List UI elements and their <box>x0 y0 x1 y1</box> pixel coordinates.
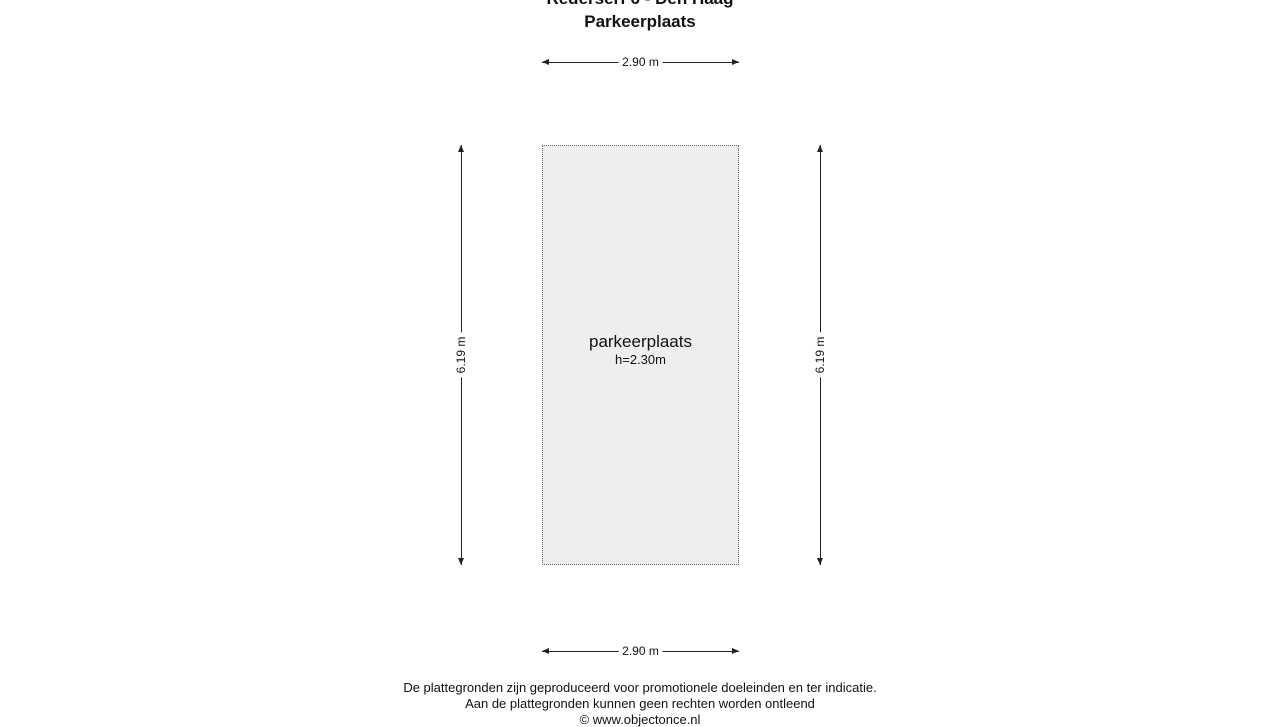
arrow-down-icon <box>458 558 464 565</box>
arrow-right-icon <box>732 59 739 65</box>
dimension-label: 2.90 m <box>618 644 663 658</box>
disclaimer-line-2: Aan de plattegronden kunnen geen rechten… <box>465 696 815 711</box>
room-height: h=2.30m <box>615 352 666 367</box>
plan-address: Rederserf 6 - Den Haag <box>0 0 1280 9</box>
arrow-up-icon <box>817 145 823 152</box>
dimension-label: 6.19 m <box>813 332 827 378</box>
room-name: parkeerplaats <box>588 332 692 351</box>
dimension-label: 2.90 m <box>618 55 663 69</box>
top-width-dimension: 2.90 m <box>542 55 739 69</box>
left-height-dimension: 6.19 m <box>454 145 468 565</box>
room-parkeerplaats: parkeerplaats h=2.30m <box>542 145 739 565</box>
arrow-down-icon <box>817 558 823 565</box>
arrow-left-icon <box>542 648 549 654</box>
arrow-right-icon <box>732 648 739 654</box>
plan-floor-title: Parkeerplaats <box>584 12 696 31</box>
dimension-label: 6.19 m <box>454 332 468 378</box>
arrow-up-icon <box>458 145 464 152</box>
disclaimer-line-1: De plattegronden zijn geproduceerd voor … <box>403 680 877 695</box>
right-height-dimension: 6.19 m <box>813 145 827 565</box>
arrow-left-icon <box>542 59 549 65</box>
bottom-width-dimension: 2.90 m <box>542 644 739 658</box>
